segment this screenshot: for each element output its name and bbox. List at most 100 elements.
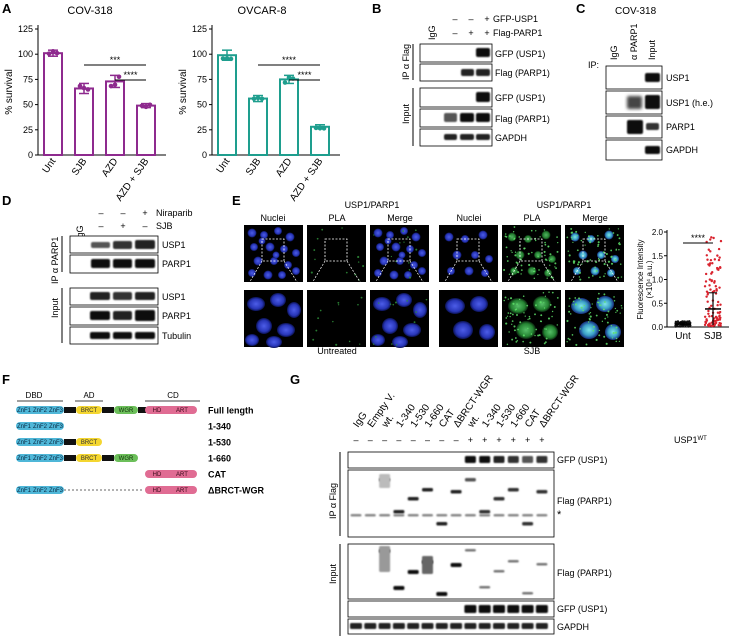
band: [436, 522, 448, 526]
significance-stars: ****: [297, 70, 312, 80]
construct-diagram: ZnF1 ZnF2 ZnF3 BRCT WGR HD ART Full length: [16, 406, 254, 416]
data-point-sjb: [713, 281, 716, 284]
input-label-g: Input: [328, 563, 338, 584]
cell-line-title: COV-318: [615, 6, 657, 17]
usp1-sign: +: [525, 435, 530, 445]
data-point: [77, 83, 83, 89]
data-point-unt: [688, 321, 691, 324]
y-tick-label: 100: [192, 49, 207, 59]
band: [464, 514, 476, 517]
y-tick-label: 2.0: [652, 228, 664, 237]
blot-label: GAPDH: [495, 133, 527, 143]
band: [536, 490, 548, 494]
data-point-unt: [674, 325, 677, 328]
blot-label: GFP (USP1): [557, 604, 607, 614]
blot-label: Flag (PARP1): [557, 496, 612, 506]
blot-b-ip-flag: [419, 63, 493, 82]
panel-e-pla-images: USP1/PARP1 USP1/PARP1 Nuclei PLA Merge N…: [244, 200, 624, 356]
band: [464, 623, 477, 629]
data-point-sjb: [705, 295, 708, 298]
ip-prefix: IP:: [588, 60, 599, 70]
band: [350, 514, 362, 517]
band: [379, 546, 391, 572]
dbd-segment: [16, 454, 64, 462]
nonspecific-band-marker: *: [557, 509, 562, 521]
data-point: [255, 95, 261, 101]
construct-diagram: ZnF1 ZnF2 ZnF3 1-340: [16, 422, 231, 432]
y-axis-label: % survival: [4, 69, 15, 115]
sign-d-1-0: –: [98, 221, 103, 231]
blot-label: PARP1: [162, 259, 191, 269]
micrograph: [307, 225, 366, 282]
panel-f-constructs: DBD AD CD ZnF1 ZnF2 ZnF3 BRCT WGR HD ART Full l…: [16, 391, 264, 496]
zoom-region-box: [582, 238, 606, 262]
band: [407, 570, 419, 574]
data-point-sjb: [706, 300, 709, 303]
band: [535, 605, 548, 613]
band: [493, 623, 505, 629]
data-point-unt: [681, 325, 684, 328]
data-point: [321, 126, 327, 131]
blot-label: USP1: [162, 240, 186, 250]
data-point-sjb: [716, 317, 719, 321]
data-point: [224, 56, 230, 61]
y-tick-label: 1.0: [652, 276, 664, 285]
blot-label: Flag (PARP1): [495, 114, 550, 124]
usp1-sign: +: [539, 435, 544, 445]
linker-segment: [102, 455, 114, 461]
construct-diagram: ZnF1 ZnF2 ZnF3 HD ART ΔBRCT-WGR: [16, 486, 264, 496]
data-point-sjb: [718, 315, 721, 318]
data-point-sjb: [705, 254, 709, 257]
data-point-sjb: [708, 322, 711, 325]
ip-label-d: IP α PARP1: [50, 237, 60, 284]
data-point: [50, 49, 56, 54]
sign-d-0-1: –: [120, 208, 125, 218]
micrograph: [565, 225, 624, 282]
linker-segment: [64, 439, 76, 445]
sign-b-1-2: +: [484, 28, 489, 38]
y-tick-label: 100: [18, 49, 33, 59]
band: [507, 488, 519, 492]
data-point-sjb: [714, 285, 718, 288]
data-point-sjb: [717, 258, 721, 262]
data-point: [220, 56, 226, 61]
data-point-sjb: [716, 304, 719, 307]
input-label-d: Input: [50, 297, 60, 318]
data-point-sjb: [708, 324, 711, 327]
linker-segment: [64, 455, 76, 461]
znf-label: ZnF3: [49, 440, 64, 446]
data-point-sjb: [707, 309, 710, 313]
art-label: ART: [176, 408, 188, 414]
bar: [105, 80, 125, 156]
construct-label: ΔBRCT-WGR: [208, 486, 264, 496]
data-point-sjb: [709, 238, 712, 241]
band: [435, 623, 448, 629]
band: [507, 514, 519, 517]
data-point-sjb: [713, 258, 717, 261]
sign-b-0-0: –: [452, 14, 457, 24]
micrograph: [502, 290, 561, 347]
data-point-unt: [678, 324, 681, 328]
dbd-segment: [16, 422, 64, 430]
band: [521, 623, 534, 629]
panel-label-f: F: [2, 372, 10, 387]
band: [464, 605, 477, 613]
band: [536, 456, 548, 463]
linker-segment: [102, 407, 114, 413]
usp1-sign: –: [353, 435, 358, 445]
data-point: [228, 56, 234, 62]
y-tick-label: 25: [23, 125, 33, 135]
data-point-sjb: [715, 289, 718, 292]
micrograph: [307, 290, 366, 347]
data-point-sjb: [707, 312, 710, 316]
chart-title: OVCAR-8: [238, 5, 287, 17]
micrograph: [502, 225, 561, 282]
row-label-sjb: SJB: [156, 221, 173, 231]
data-point-sjb: [708, 263, 711, 266]
zoom-region-box: [261, 238, 285, 262]
col-label: Nuclei: [260, 213, 285, 223]
data-point-sjb: [704, 272, 708, 276]
usp1-sign: –: [396, 435, 401, 445]
zoom-region-box: [387, 238, 411, 262]
dbd-segment: [16, 438, 64, 446]
